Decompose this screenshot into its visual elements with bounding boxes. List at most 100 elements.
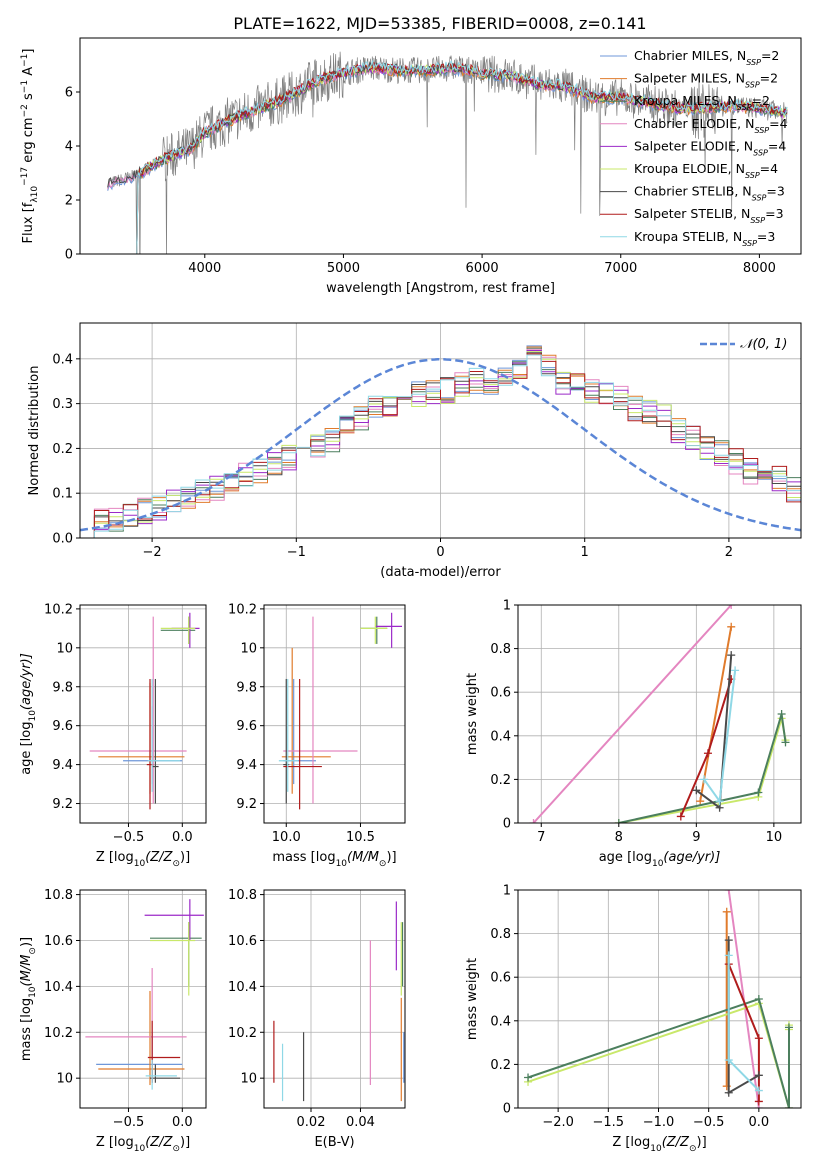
y-tick-label: 0.6 [490,971,511,986]
panel-spectrum: 4000 5000 6000 7000 8000 0 2 4 6 Chabrier MILES, … [20,37,802,296]
x-tick-label: 5000 [327,261,360,276]
y-tick-label: 2 [65,194,73,209]
plot-area [89,612,200,810]
x-tick-label: −0.5 [113,830,145,845]
x-axis-label: Z [log10(Z/Z⊙)] [612,1135,706,1154]
plot-area [529,605,790,823]
axes-frame [517,604,802,824]
x-tick-label: 0.0 [172,1115,193,1130]
weight-marker [724,1088,733,1097]
axes-frame [263,889,406,1109]
weight-marker [754,1071,763,1080]
y-tick-label: 0.8 [490,927,511,942]
y-tick-label: 10.6 [44,934,73,949]
y-axis-label: Normed distribution [27,366,42,496]
y-tick-label: 10.2 [44,602,73,617]
legend-entry: Chabrier ELODIE, NSSP=4 [634,116,788,135]
x-tick-label: −2 [143,545,162,560]
x-tick-label: 10.0 [272,830,301,845]
x-axis-label: (data-model)/error [380,565,501,580]
plot-area [107,51,788,254]
weight-marker [715,797,724,806]
y-tick-label: 0.1 [52,487,73,502]
axes-frame [263,604,406,824]
y-tick-label: 10.6 [228,934,257,949]
plot-area [278,612,403,810]
x-axis-label: age [log10(age/yr)] [599,850,721,869]
weight-marker [777,710,786,718]
weight-marker [614,819,623,823]
y-tick-label: 9.2 [236,797,257,812]
weight-marker [754,1086,763,1095]
weight-marker [754,1097,763,1106]
y-tick-label: 9.6 [236,719,257,734]
y-tick-label: 0.4 [52,352,73,367]
y-tick-label: 9.8 [52,680,73,695]
y-axis-label: age [log10(age/yr)] [19,653,38,775]
axes-frame [79,322,802,539]
y-tick-label: 0 [65,248,73,263]
y-tick-label: 10.2 [44,1026,73,1041]
weight-marker [754,995,763,1003]
weight-line-3 [532,605,732,823]
y-axis-label: mass weight [465,958,480,1040]
observed-spectrum [107,51,788,254]
y-tick-label: 10.4 [228,980,257,995]
y-tick-label: 0 [503,1102,511,1117]
weight-marker [676,812,685,821]
y-tick-label: 9.4 [236,758,257,773]
y-tick-label: 10.8 [228,888,257,903]
axes-frame [517,889,802,1109]
plot-area [85,899,204,1090]
weight-marker [727,622,736,631]
y-tick-label: 0.2 [52,442,73,457]
weight-marker [724,951,733,960]
x-tick-label: −2.0 [542,1115,574,1130]
weight-marker [524,1073,533,1082]
y-tick-label: 0 [503,817,511,832]
y-tick-label: 10.8 [44,888,73,903]
weight-line-2 [618,713,787,823]
panel-mass-vs-Z: −0.5 0.0 10 10.2 10.4 10.6 10.8 Z [log10(Z/Z⊙)]… [19,888,207,1154]
weight-marker [754,788,763,797]
y-tick-label: 9.2 [52,797,73,812]
legend-entry: Kroupa ELODIE, NSSP=4 [634,161,778,180]
model-spectrum-8 [135,59,788,254]
y-tick-label: 9.6 [52,719,73,734]
legend-entry: Salpeter MILES, NSSP=2 [634,71,778,90]
weight-marker [754,1034,763,1043]
plot-area [80,345,801,538]
legend: Chabrier MILES, NSSP=2 Salpeter MILES, NS… [600,48,788,247]
panel-age-vs-Z: −0.5 0.0 9.2 9.4 9.6 9.8 10 10.2 Z [log10(Z/Z⊙)]… [19,602,207,869]
weight-line-2 [527,997,790,1108]
plot-area [273,901,405,1102]
y-tick-label: 1 [503,884,511,899]
weight-marker [692,786,701,795]
legend-entry: Salpeter ELODIE, NSSP=4 [634,138,786,157]
legend: 𝒩(0, 1) [700,337,787,352]
weight-marker [700,775,709,784]
y-tick-label: 10 [56,1072,73,1087]
x-tick-label: 2 [725,545,733,560]
x-tick-label: 7 [537,830,545,845]
weight-marker [722,907,731,916]
weight-marker [727,651,736,660]
panel-weight-vs-age: 7 8 9 10 0 0.2 0.4 0.6 0.8 1 age [log10(age/yr)] ma… [465,599,802,869]
y-axis-label: mass [log10(M/M⊙)] [19,937,38,1061]
weight-marker [703,749,712,758]
y-tick-label: 0.3 [52,397,73,412]
x-tick-label: 8 [615,830,623,845]
x-tick-label: 10.5 [346,830,375,845]
x-tick-label: 9 [692,830,700,845]
panel-mass-vs-EBV: 0.02 0.04 10 10.2 10.4 10.6 10.8 E(B-V) [228,888,406,1150]
y-tick-label: 0.4 [490,1014,511,1029]
weight-marker [529,819,538,823]
x-tick-label: −1.5 [593,1115,625,1130]
x-tick-label: −0.5 [693,1115,725,1130]
y-tick-label: 10.4 [44,980,73,995]
legend-entry: Salpeter STELIB, NSSP=3 [634,206,784,225]
x-tick-label: 0.0 [749,1115,770,1130]
axes-frame [79,889,207,1109]
x-tick-label: 0.04 [346,1115,375,1130]
